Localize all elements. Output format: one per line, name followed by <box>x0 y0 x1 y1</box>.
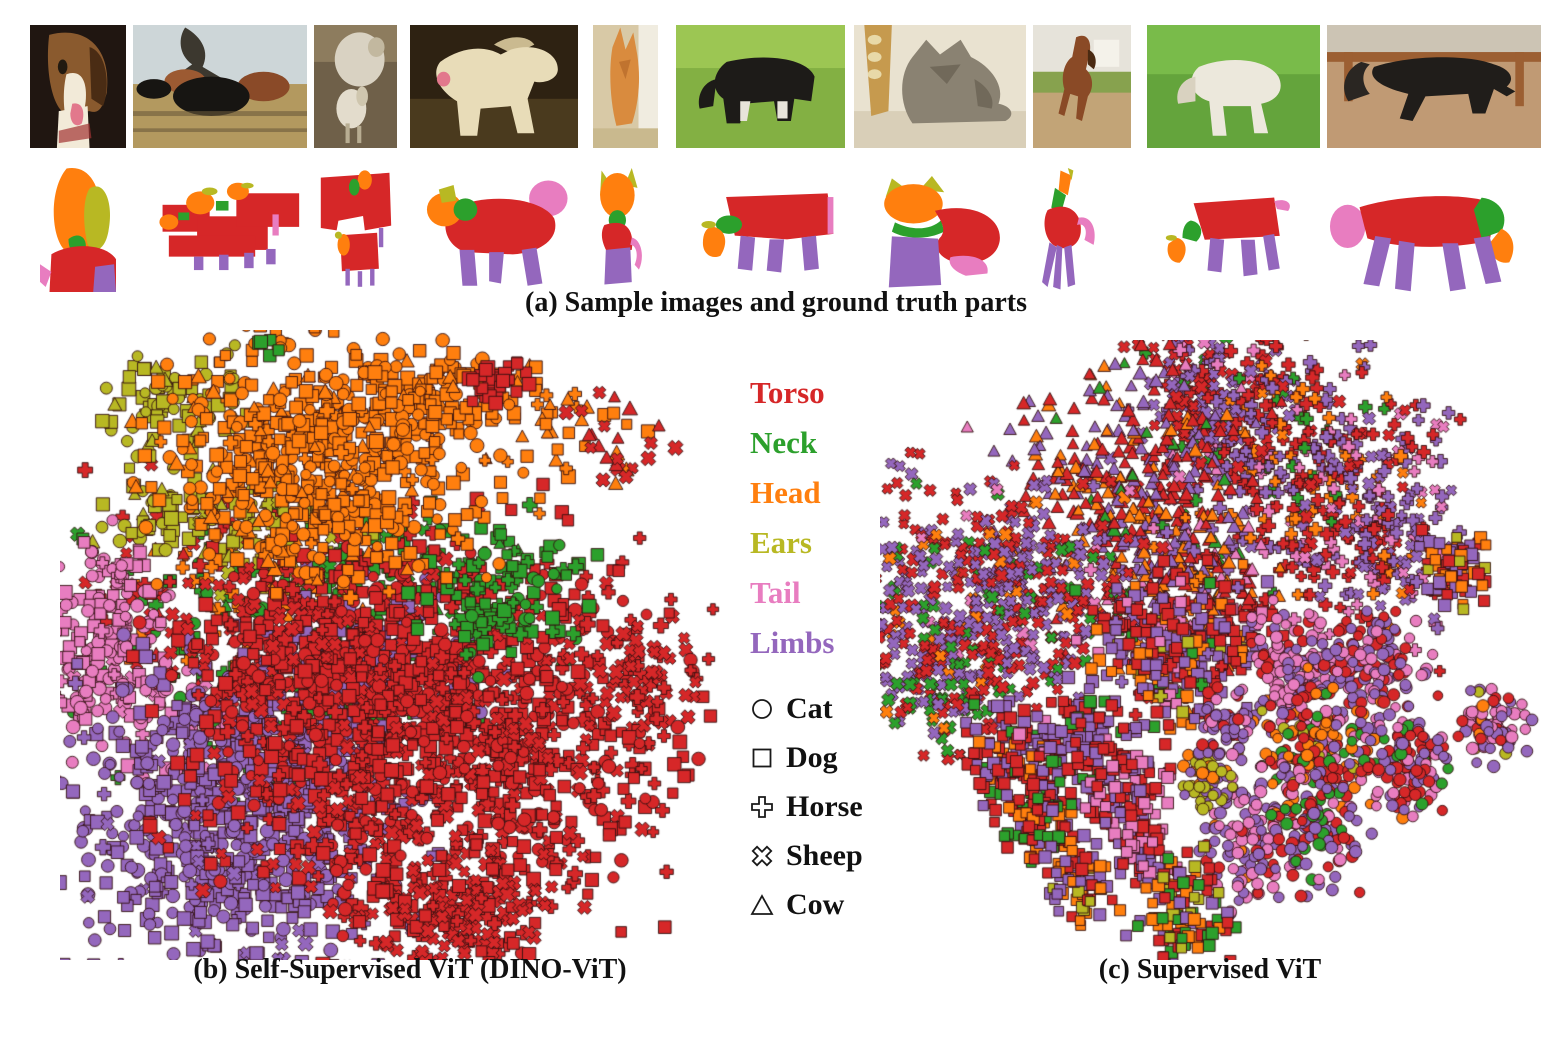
legend: Torso Neck Head Ears Tail Limbs Cat Dog … <box>750 368 940 929</box>
caption-b: (b) Self-Supervised ViT (DINO-ViT) <box>193 954 627 985</box>
photo-tabby-kitten <box>593 25 658 148</box>
legend-species: Cat Dog Horse Sheep Cow <box>750 684 940 929</box>
plus-marker-icon <box>751 795 773 818</box>
photo-cattle-herd <box>133 25 307 148</box>
legend-species-label: Sheep <box>786 838 863 872</box>
mask-dog-head <box>40 167 116 292</box>
legend-species-sheep: Sheep <box>750 831 940 880</box>
legend-part-tail: Tail <box>750 575 801 610</box>
mask-lamb <box>1165 197 1290 277</box>
mask-sheep <box>320 170 392 287</box>
legend-species-label: Cow <box>786 887 845 921</box>
photo-white-lamb <box>1147 25 1320 148</box>
legend-species-label: Cat <box>786 691 833 725</box>
mask-black-horse <box>1329 196 1514 292</box>
legend-part-limbs: Limbs <box>750 625 835 660</box>
legend-species-cat: Cat <box>750 684 940 733</box>
caption-c: (c) Supervised ViT <box>1098 954 1322 985</box>
mask-white-dog <box>426 180 568 286</box>
photo-white-dog <box>410 25 578 148</box>
mask-cow <box>701 193 834 273</box>
photo-black-horse <box>1327 25 1541 148</box>
legend-species-label: Dog <box>786 740 838 774</box>
legend-part-head: Head <box>750 475 821 510</box>
legend-species-cow: Cow <box>750 880 940 929</box>
caption-a: (a) Sample images and ground truth parts <box>525 287 1027 318</box>
photo-beagle-dog <box>30 25 126 148</box>
photo-tabby-cat-guitar <box>854 25 1026 148</box>
legend-part-torso: Torso <box>750 375 825 410</box>
legend-species-label: Horse <box>786 789 863 823</box>
legend-part-neck: Neck <box>750 425 818 460</box>
mask-cattle-herd <box>159 182 300 271</box>
tsne-scatter-dino-vit <box>60 330 720 960</box>
x-marker-icon <box>751 845 773 866</box>
mask-kitten <box>600 168 642 285</box>
photo-sheep-and-lamb <box>314 25 397 148</box>
legend-part-ears: Ears <box>750 525 812 560</box>
photo-cantering-horse <box>1033 25 1131 148</box>
photo-grazing-cow <box>676 25 845 148</box>
triangle-marker-icon <box>750 893 774 915</box>
legend-parts: Torso Neck Head Ears Tail Limbs <box>750 368 940 668</box>
mask-cat <box>884 176 1000 288</box>
circle-marker-icon <box>752 698 772 719</box>
mask-horse <box>1042 168 1095 290</box>
tsne-scatter-supervised-vit <box>880 340 1540 960</box>
square-marker-icon <box>752 748 772 767</box>
legend-species-dog: Dog <box>750 733 940 782</box>
legend-species-horse: Horse <box>750 782 940 831</box>
